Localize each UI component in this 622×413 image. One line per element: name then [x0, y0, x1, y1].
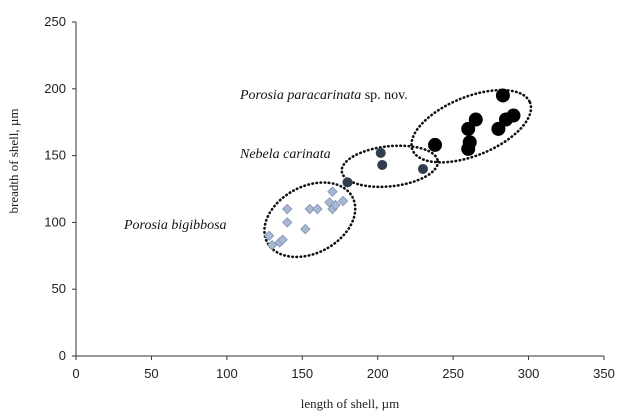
x-axis-title: length of shell, µm	[301, 396, 399, 411]
x-tick-label: 150	[291, 366, 313, 381]
cluster-label-species: Nebela carinata	[239, 147, 331, 162]
x-tick-label: 100	[216, 366, 238, 381]
data-point-circle-large	[461, 121, 476, 136]
cluster-label-suffix: sp. nov.	[361, 88, 408, 103]
data-point-circle	[375, 147, 386, 158]
data-point-diamond	[263, 230, 275, 241]
data-point-diamond	[312, 203, 323, 215]
data-point-diamond	[304, 203, 315, 215]
axes: 0 50 100 150 200 250 300 350 0 50 100 150 200 250	[44, 14, 615, 381]
y-tick-label: 150	[44, 148, 66, 163]
y-tick-label: 100	[44, 214, 66, 229]
data-point-diamond	[282, 203, 293, 215]
cluster-label-species: Porosia bigibbosa	[123, 218, 227, 233]
data-point-circle	[342, 177, 353, 188]
data-point-circle	[377, 159, 388, 170]
data-point-circle-large	[468, 112, 483, 127]
x-tick-label: 300	[518, 366, 540, 381]
cluster-label-2: Nebela carinata	[239, 147, 331, 162]
cluster-label-3: Porosia paracarinata sp. nov.	[239, 88, 408, 103]
x-tick-label: 250	[442, 366, 464, 381]
data-point-diamond	[300, 223, 311, 235]
data-point-circle-large	[491, 121, 506, 136]
y-axis-title: breadth of shell, µm	[6, 109, 21, 214]
data-point-circle	[417, 163, 428, 174]
data-points	[263, 88, 521, 251]
data-point-circle-large	[506, 108, 521, 123]
cluster-ellipse-2	[340, 144, 440, 189]
cluster-ellipse-3	[410, 88, 533, 164]
y-tick-label: 50	[52, 281, 66, 296]
y-tick-label: 0	[59, 348, 66, 363]
annotations: Porosia bigibbosa Nebela carinata Porosia …	[123, 88, 408, 233]
cluster-ellipse-1	[263, 181, 357, 259]
data-point-diamond	[266, 239, 278, 251]
x-tick-label: 0	[72, 366, 79, 381]
y-tick-label: 250	[44, 14, 66, 29]
data-point-circle-large	[462, 135, 477, 150]
data-point-diamond	[282, 217, 293, 228]
x-tick-label: 200	[367, 366, 389, 381]
data-point-diamond	[330, 199, 341, 211]
cluster-ellipses	[263, 88, 533, 259]
data-point-diamond	[337, 195, 349, 207]
x-tick-label: 50	[144, 366, 158, 381]
data-point-diamond	[277, 234, 288, 245]
y-tick-label: 200	[44, 81, 66, 96]
x-tick-label: 350	[593, 366, 615, 381]
data-point-diamond	[327, 186, 338, 197]
cluster-label-1: Porosia bigibbosa	[123, 218, 227, 233]
data-point-circle-large	[428, 137, 443, 152]
data-point-circle-large	[495, 88, 510, 103]
cluster-label-species: Porosia paracarinata	[239, 88, 361, 103]
